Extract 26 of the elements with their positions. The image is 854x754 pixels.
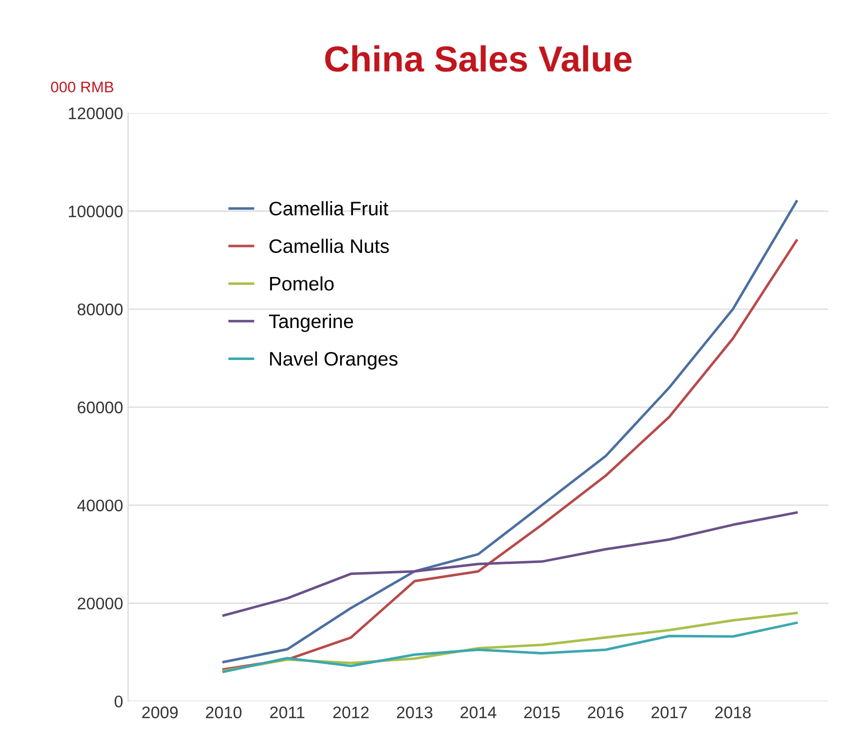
x-tick-label: 2012 [333,706,369,718]
x-tick-label: 2009 [142,706,178,718]
legend-label: Tangerine [268,314,354,332]
y-tick-label: 80000 [78,304,123,316]
y-axis-title: 000 RMB [51,82,114,92]
x-tick-label: 2015 [524,706,560,718]
x-tick-label: 2017 [652,706,687,718]
y-tick-label: 0 [114,696,123,708]
y-tick-label: 60000 [78,402,123,414]
x-tick-label: 2010 [206,706,242,718]
legend-label: Navel Oranges [270,351,398,370]
x-tick-label: 2013 [396,706,432,718]
x-tick-label: 2011 [270,706,304,718]
legend-label: Camellia Fruit [270,201,388,216]
y-tick-label: 120000 [68,108,123,120]
x-tick-label: 2014 [460,706,496,718]
legend-label: Pomelo [270,276,334,291]
line-series [222,511,798,617]
line-series [222,622,798,674]
y-tick-label: 20000 [78,598,123,610]
x-tick-label: 2016 [588,706,624,718]
chart-title: China Sales Value [325,45,632,72]
legend-label: Camellia Nuts [270,238,389,254]
y-tick-label: 100000 [68,206,123,218]
y-tick-label: 40000 [77,500,123,512]
x-tick-label: 2018 [715,706,751,718]
